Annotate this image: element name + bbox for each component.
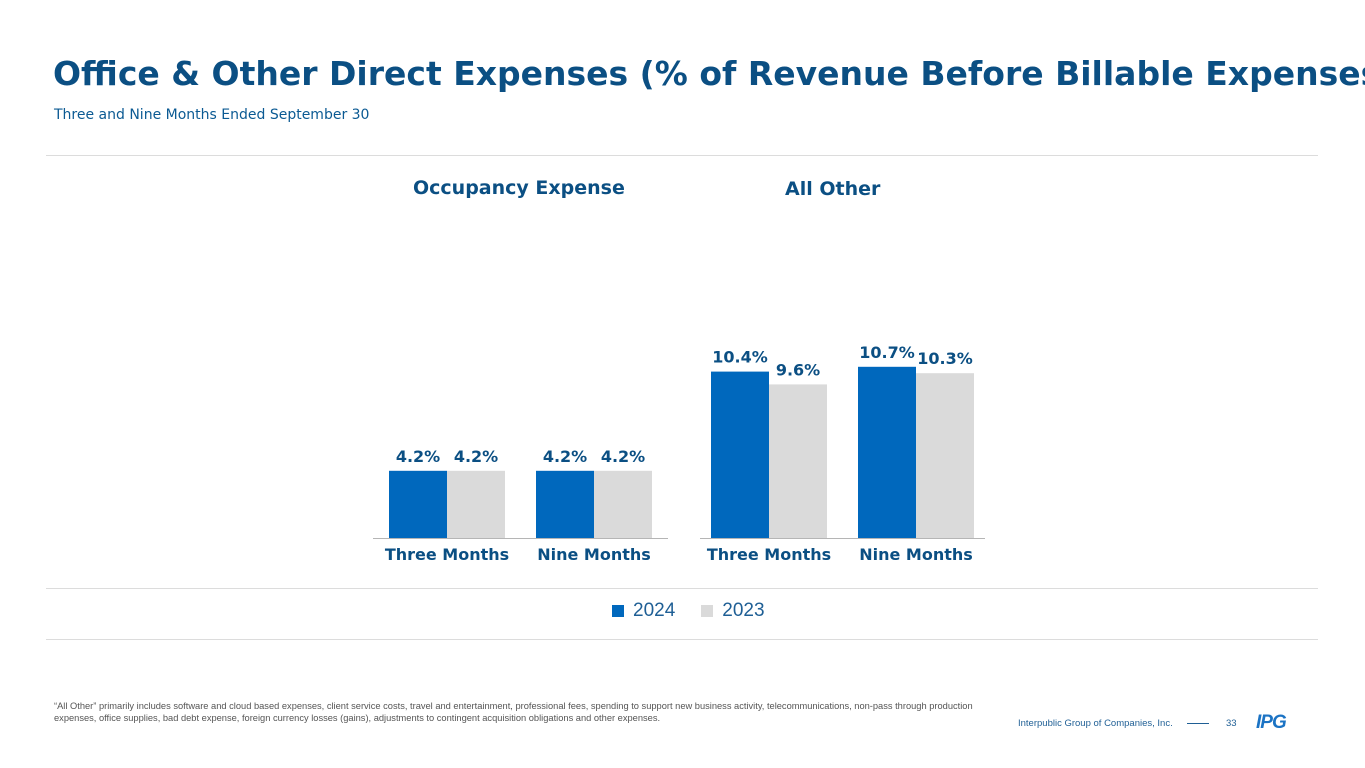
legend-swatch-2024 <box>612 605 624 617</box>
bar-occupancy-three-months-2024 <box>389 470 447 538</box>
category-label-occupancy-three-months: Three Months <box>385 545 509 564</box>
data-label-all-other-nine-months-2023: 10.3% <box>917 349 973 368</box>
chart-title-all-other: All Other <box>785 178 881 200</box>
data-label-occupancy-nine-months-2024: 4.2% <box>543 447 587 466</box>
legend: 2024 2023 <box>612 600 791 622</box>
category-label-all-other-three-months: Three Months <box>707 545 831 564</box>
page-title: Office & Other Direct Expenses (% of Rev… <box>53 54 1365 93</box>
legend-swatch-2023 <box>701 605 714 617</box>
bar-charts: 4.2% 4.2% Three Months 4.2% 4.2% Nine Months 1… <box>373 343 985 564</box>
chart-title-occupancy: Occupancy Expense <box>413 177 625 199</box>
data-label-all-other-three-months-2024: 10.4% <box>712 348 768 367</box>
footer-company: Interpublic Group of Companies, Inc. <box>1018 718 1173 729</box>
bar-occupancy-nine-months-2024 <box>536 470 594 538</box>
page-number: 33 <box>1226 718 1237 729</box>
bar-all-other-three-months-2024 <box>711 371 769 538</box>
footnote: “All Other” primarily includes software … <box>54 701 973 723</box>
bar-all-other-nine-months-2023 <box>916 373 974 538</box>
middle-divider <box>46 588 1318 589</box>
category-label-occupancy-nine-months: Nine Months <box>537 545 651 564</box>
data-label-occupancy-nine-months-2023: 4.2% <box>601 447 645 466</box>
bar-all-other-three-months-2023 <box>769 384 827 538</box>
bar-occupancy-three-months-2023 <box>447 470 505 538</box>
legend-item-2024: 2024 <box>612 600 675 622</box>
legend-item-2023: 2023 <box>701 600 765 622</box>
data-label-occupancy-three-months-2023: 4.2% <box>454 447 498 466</box>
data-label-occupancy-three-months-2024: 4.2% <box>396 447 440 466</box>
bottom-divider <box>46 639 1318 640</box>
category-label-all-other-nine-months: Nine Months <box>859 545 973 564</box>
legend-label-2024: 2024 <box>633 600 676 621</box>
bar-occupancy-nine-months-2023 <box>594 470 652 538</box>
data-label-all-other-three-months-2023: 9.6% <box>776 360 820 379</box>
bar-all-other-nine-months-2024 <box>858 366 916 538</box>
page-subtitle: Three and Nine Months Ended September 30 <box>54 107 370 123</box>
ipg-logo: IPG <box>1256 712 1287 733</box>
footer-divider <box>1187 723 1209 724</box>
legend-label-2023: 2023 <box>722 600 765 621</box>
data-label-all-other-nine-months-2024: 10.7% <box>859 343 915 362</box>
top-divider <box>46 155 1318 156</box>
